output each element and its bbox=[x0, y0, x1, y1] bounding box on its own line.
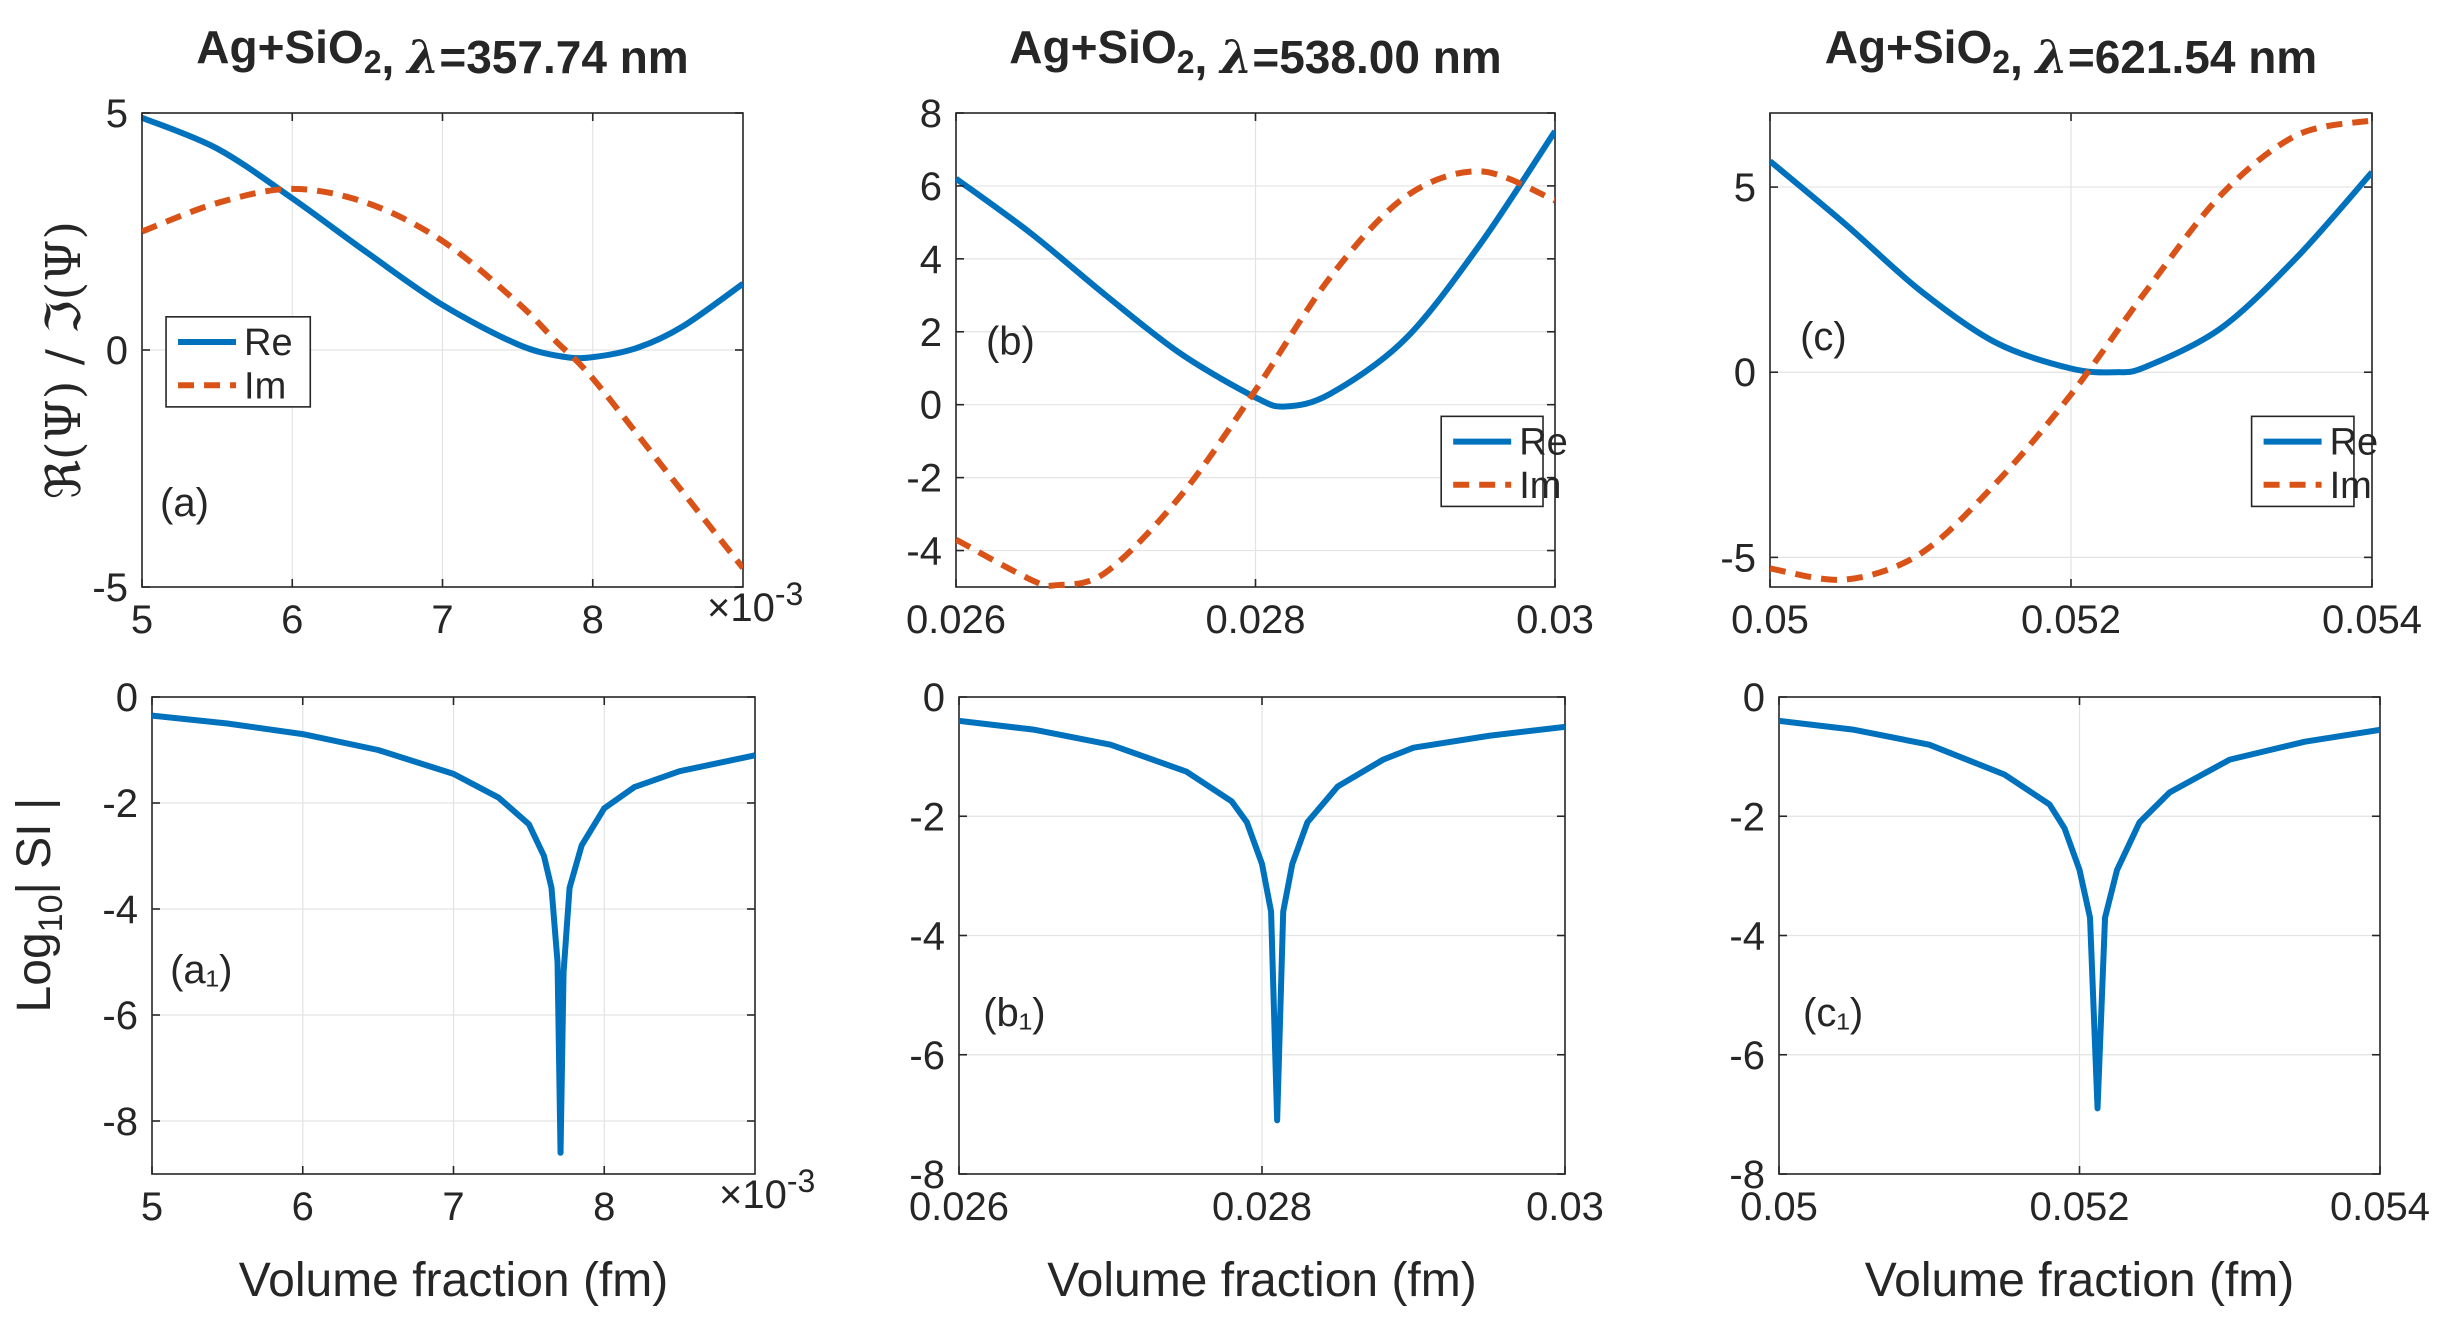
x-tick-label: 0.05 bbox=[1740, 1185, 1818, 1229]
panel-tag: (b₁) bbox=[983, 991, 1045, 1035]
y-tick-label: -6 bbox=[909, 1034, 945, 1078]
y-tick-label: 0 bbox=[1734, 351, 1756, 395]
x-tick-label: 8 bbox=[582, 598, 604, 642]
y-tick-label: -8 bbox=[909, 1153, 945, 1197]
x-tick-label: 0.03 bbox=[1526, 1185, 1604, 1229]
series-im-line bbox=[142, 185, 743, 570]
panel-c: 0.05 0.052 0.054 -5 0 5 Ag+SiO2, λ=621.54 nm (c… bbox=[1720, 21, 2422, 642]
x-tick-label: 7 bbox=[442, 1185, 464, 1229]
y-tick-label: 8 bbox=[920, 92, 942, 136]
panel-title: Ag+SiO2, λ=357.74 nm bbox=[196, 21, 688, 84]
series-si-line bbox=[1779, 717, 2380, 1112]
y-tick-label: 0 bbox=[116, 676, 138, 720]
x-tick-label: 5 bbox=[131, 598, 153, 642]
y-tick-label: 0 bbox=[920, 384, 942, 428]
y-tick-label: 4 bbox=[920, 238, 942, 282]
x-tick-label: 0.054 bbox=[2330, 1185, 2430, 1229]
x-tick-label: 0.052 bbox=[2021, 598, 2121, 642]
panel-title: Ag+SiO2, λ=538.00 nm bbox=[1009, 21, 1501, 84]
series-im-line bbox=[1770, 117, 2372, 583]
panel-tag: (c) bbox=[1800, 315, 1847, 359]
ylabel-top-text: ℜ(Ψ) / ℑ(Ψ) bbox=[36, 221, 92, 499]
y-tick-label: -4 bbox=[102, 888, 138, 932]
x-tick-label: 0.05 bbox=[1731, 598, 1809, 642]
x-tick-label: 0.03 bbox=[1516, 598, 1594, 642]
series-si-line bbox=[152, 712, 755, 1156]
panel-b: 0.026 0.028 0.03 -4 -2 0 2 4 6 8 Ag+SiO2, λ=538.00… bbox=[906, 21, 1594, 642]
panel-tag: (c₁) bbox=[1803, 991, 1863, 1035]
series-re-line bbox=[956, 129, 1555, 410]
x-tick-label: 8 bbox=[593, 1185, 615, 1229]
y-tick-label: -2 bbox=[1729, 795, 1765, 839]
panel-c1: 0.05 0.052 0.054 -8 -6 -4 -2 0 Volume fraction (… bbox=[1729, 676, 2430, 1307]
panel-a1: 5 6 7 8 -8 -6 -4 -2 0 ×10-3 Volume fraction (fm) (a… bbox=[102, 676, 815, 1307]
y-tick-label: 5 bbox=[1734, 166, 1756, 210]
legend-label-im: Im bbox=[244, 365, 286, 407]
legend-label-im: Im bbox=[1519, 465, 1561, 507]
x-tick-label: 5 bbox=[141, 1185, 163, 1229]
x-tick-label: 0.054 bbox=[2322, 598, 2422, 642]
y-tick-label: -4 bbox=[906, 530, 942, 574]
x-tick-label: 0.026 bbox=[909, 1185, 1009, 1229]
series-si-line bbox=[959, 717, 1565, 1124]
y-tick-label: 0 bbox=[1743, 676, 1765, 720]
x-tick-label: 0.028 bbox=[1205, 598, 1305, 642]
x-tick-label: 6 bbox=[281, 598, 303, 642]
y-tick-label: -4 bbox=[909, 915, 945, 959]
series-re-line bbox=[142, 114, 743, 362]
x-tick-label: 0.028 bbox=[1212, 1185, 1312, 1229]
y-tick-label: -5 bbox=[1720, 536, 1756, 580]
series-im-line bbox=[956, 168, 1555, 589]
panel-title: Ag+SiO2, λ=621.54 nm bbox=[1825, 21, 2317, 84]
legend-box bbox=[165, 316, 312, 408]
x-exponent-label: ×10-3 bbox=[707, 576, 803, 630]
y-tick-label: -6 bbox=[1729, 1034, 1765, 1078]
legend-label-re: Re bbox=[1519, 422, 1568, 464]
legend-label-re: Re bbox=[244, 322, 293, 364]
panel-tag: (a₁) bbox=[170, 948, 232, 992]
series-re-line bbox=[1770, 158, 2372, 376]
y-tick-label: 5 bbox=[106, 92, 128, 136]
y-tick-label: -2 bbox=[906, 457, 942, 501]
legend-label-im: Im bbox=[2330, 465, 2372, 507]
y-tick-label: -5 bbox=[92, 566, 128, 610]
y-tick-label: -4 bbox=[1729, 915, 1765, 959]
x-axis-label: Volume fraction (fm) bbox=[1865, 1254, 2294, 1307]
x-axis-label: Volume fraction (fm) bbox=[1047, 1254, 1476, 1307]
legend-box bbox=[1440, 415, 1544, 508]
y-tick-label: 0 bbox=[106, 329, 128, 373]
y-tick-label: 6 bbox=[920, 165, 942, 209]
panel-b1: 0.026 0.028 0.03 -8 -6 -4 -2 0 Volume fraction (… bbox=[909, 676, 1604, 1307]
x-tick-label: 6 bbox=[292, 1185, 314, 1229]
legend-label-re: Re bbox=[2330, 422, 2379, 464]
ylabel-bottom-text: Log10| SI | bbox=[8, 798, 70, 1013]
ylabel-bottom: Log10| SI | bbox=[8, 798, 70, 1013]
x-tick-label: 0.052 bbox=[2029, 1185, 2129, 1229]
y-tick-label: -8 bbox=[1729, 1153, 1765, 1197]
ylabel-top: ℜ(Ψ) / ℑ(Ψ) bbox=[36, 221, 92, 499]
y-tick-label: -8 bbox=[102, 1100, 138, 1144]
x-tick-label: 0.026 bbox=[906, 598, 1006, 642]
y-tick-label: 2 bbox=[920, 311, 942, 355]
y-tick-label: -6 bbox=[102, 994, 138, 1038]
x-exponent-label: ×10-3 bbox=[719, 1163, 815, 1217]
panel-tag: (b) bbox=[986, 320, 1035, 364]
panel-tag: (a) bbox=[160, 481, 209, 525]
x-tick-label: 7 bbox=[431, 598, 453, 642]
x-axis-label: Volume fraction (fm) bbox=[239, 1254, 668, 1307]
y-tick-label: 0 bbox=[923, 676, 945, 720]
y-tick-label: -2 bbox=[102, 782, 138, 826]
legend-box bbox=[2250, 415, 2355, 508]
y-tick-label: -2 bbox=[909, 795, 945, 839]
